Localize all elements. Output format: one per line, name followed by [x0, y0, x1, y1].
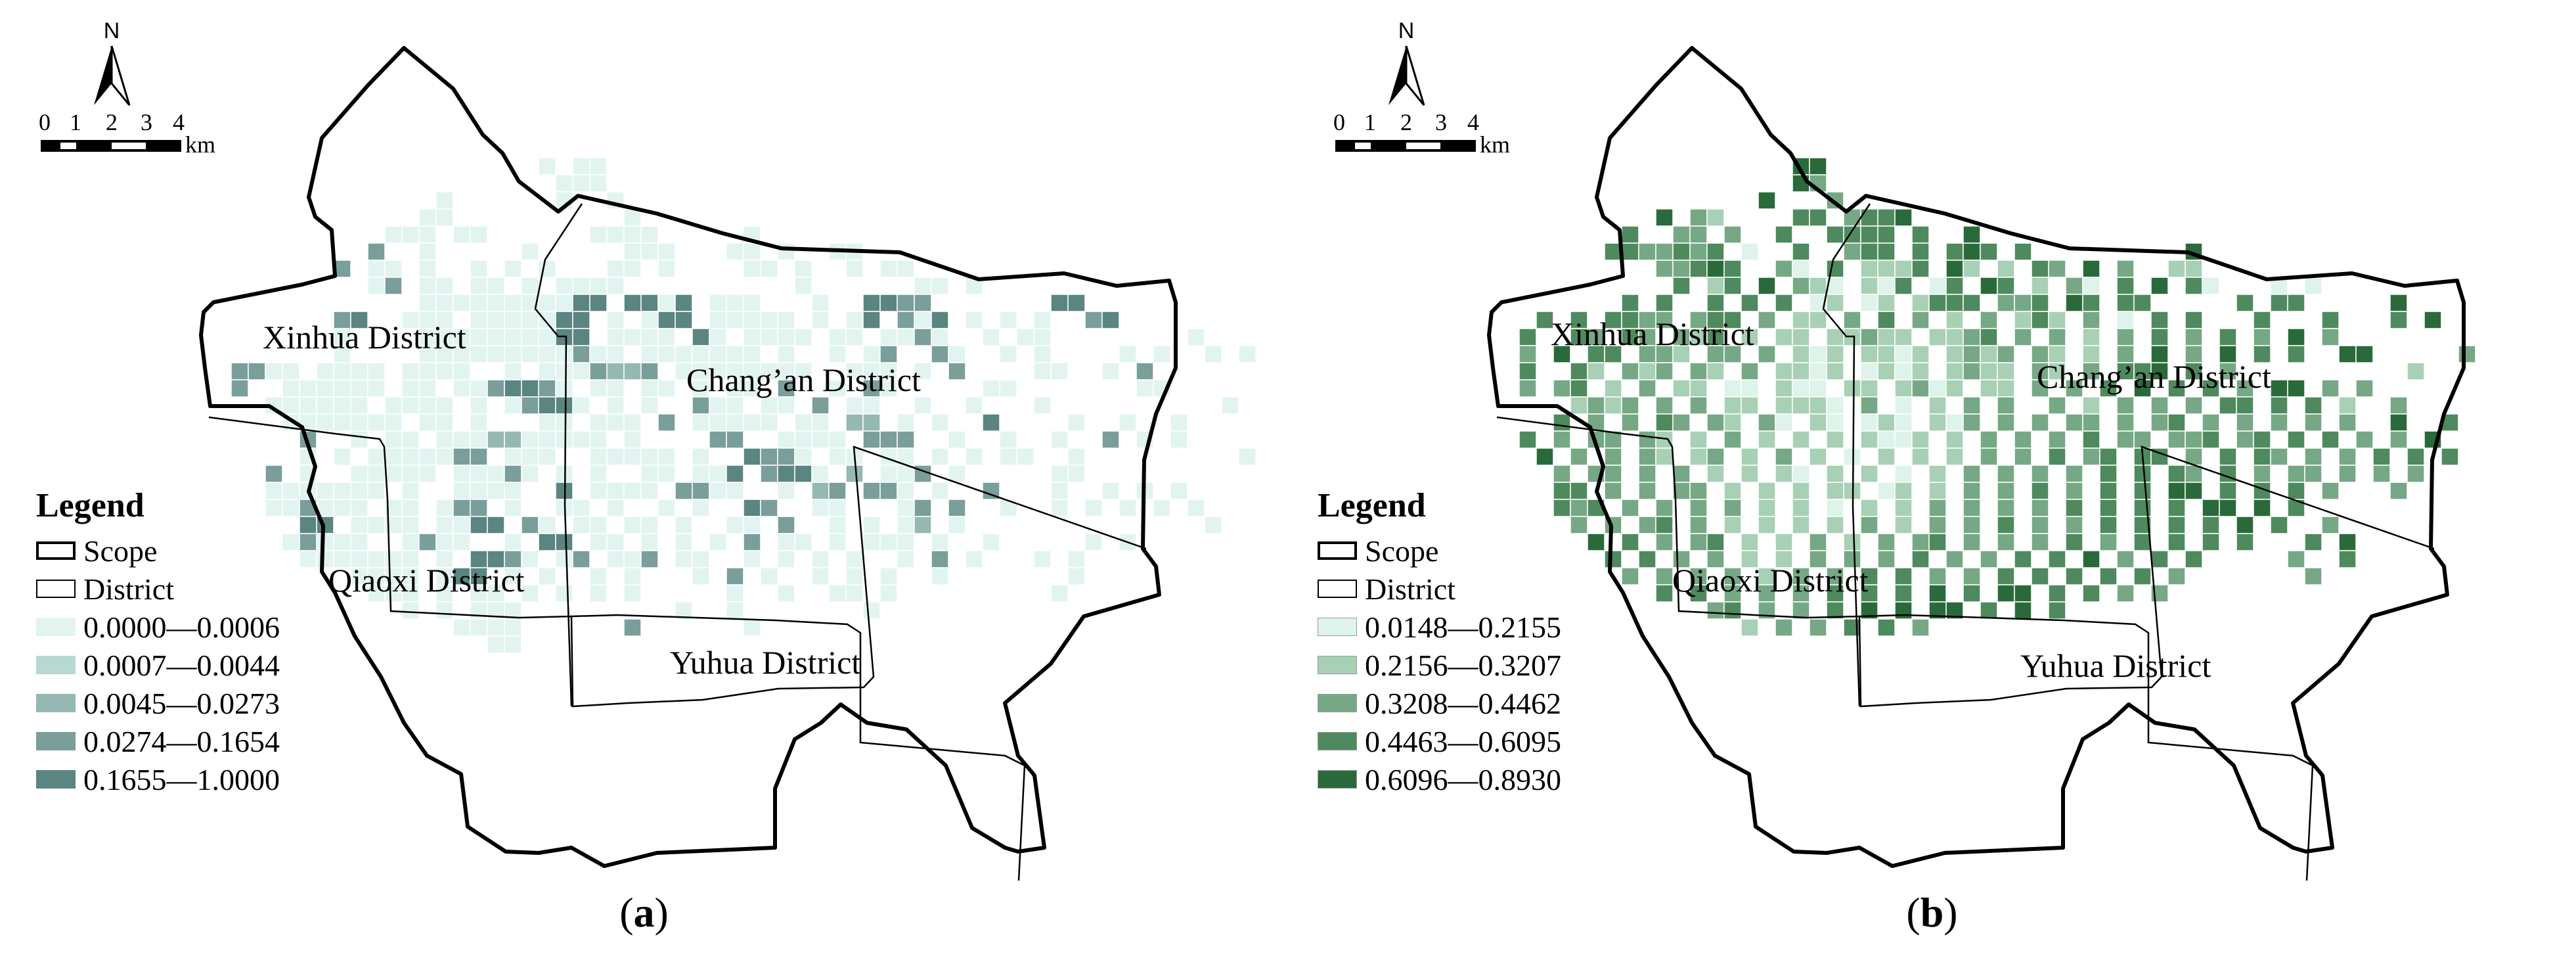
- svg-text:3: 3: [141, 109, 152, 135]
- scale-bar: 0 1 2 3 4 km: [1333, 109, 1510, 158]
- svg-text:1: 1: [1364, 109, 1376, 135]
- panel-b: Xinhua District Chang’an District Qiaoxi…: [1288, 0, 2576, 962]
- district-label-qiaoxi: Qiaoxi District: [328, 562, 525, 599]
- svg-text:N: N: [1398, 18, 1415, 43]
- class-swatch: [1318, 770, 1357, 789]
- svg-text:km: km: [185, 131, 215, 158]
- legend-item-scope: Scope: [1318, 532, 1561, 570]
- district-label-xinhua: Xinhua District: [263, 319, 466, 355]
- legend-title: Legend: [1318, 487, 1426, 524]
- legend-class-4: 0.4463—0.6095: [1318, 722, 1561, 760]
- legend-class-2: 0.0007—0.0044: [36, 646, 280, 684]
- legend-class-1: 0.0148—0.2155: [1318, 608, 1561, 646]
- district-label-qiaoxi: Qiaoxi District: [1672, 562, 1869, 599]
- district-boundaries: [1496, 203, 2435, 881]
- scope-boundary: [199, 46, 1178, 868]
- grid-cells: [1519, 157, 2476, 637]
- svg-text:0: 0: [1333, 109, 1345, 135]
- legend-class-3: 0.0045—0.0273: [36, 684, 280, 722]
- class-swatch: [36, 770, 76, 789]
- district-swatch: [36, 580, 76, 598]
- map-a: Xinhua District Chang’an District Qiaoxi…: [39, 18, 1256, 881]
- legend-item-district: District: [1318, 570, 1561, 608]
- caption-b: (b): [1906, 889, 1958, 936]
- district-label-changan: Chang’an District: [2037, 358, 2271, 395]
- svg-text:2: 2: [106, 109, 118, 135]
- svg-text:km: km: [1480, 131, 1510, 158]
- scale-bar: 0 1 2 3 4 km: [39, 109, 215, 158]
- district-swatch: [1318, 580, 1357, 598]
- class-swatch: [1318, 618, 1357, 636]
- north-arrow-icon: N: [1388, 18, 1425, 106]
- legend-class-5: 0.1655—1.0000: [36, 760, 280, 798]
- caption-a: (a): [619, 889, 669, 936]
- legend-item-district: District: [36, 570, 280, 608]
- scope-boundary: [1487, 46, 2466, 868]
- legend-class-1: 0.0000—0.0006: [36, 608, 280, 646]
- legend-class-5: 0.6096—0.8930: [1318, 760, 1561, 798]
- district-label-xinhua: Xinhua District: [1551, 315, 1754, 352]
- map-b: Xinhua District Chang’an District Qiaoxi…: [1333, 18, 2476, 881]
- class-swatch: [36, 694, 76, 712]
- legend-item-scope: Scope: [36, 532, 280, 570]
- svg-text:0: 0: [39, 109, 51, 135]
- svg-text:4: 4: [173, 109, 185, 135]
- class-swatch: [1318, 656, 1357, 674]
- district-boundaries: [208, 203, 1147, 881]
- svg-text:1: 1: [70, 109, 81, 135]
- legend-a: Legend Scope District 0.0000—0.0006 0.00…: [36, 486, 280, 798]
- svg-text:N: N: [104, 18, 120, 43]
- grid-cells: [231, 157, 1256, 654]
- svg-text:4: 4: [1467, 109, 1479, 135]
- legend-class-4: 0.0274—0.1654: [36, 722, 280, 760]
- legend-class-3: 0.3208—0.4462: [1318, 684, 1561, 722]
- svg-text:3: 3: [1435, 109, 1447, 135]
- district-label-changan: Chang’an District: [686, 361, 921, 398]
- panel-a: Xinhua District Chang’an District Qiaoxi…: [36, 18, 1256, 936]
- scope-swatch: [1318, 541, 1357, 560]
- class-swatch: [1318, 694, 1357, 712]
- svg-text:2: 2: [1400, 109, 1412, 135]
- scope-swatch: [36, 541, 76, 560]
- district-label-yuhua: Yuhua District: [2020, 647, 2211, 684]
- class-swatch: [36, 732, 76, 750]
- legend-b: Legend Scope District 0.0148—0.2155 0.21…: [1318, 486, 1561, 798]
- class-swatch: [36, 656, 76, 674]
- district-label-yuhua: Yuhua District: [670, 644, 860, 681]
- class-swatch: [36, 618, 76, 636]
- north-arrow-icon: N: [94, 18, 131, 106]
- legend-class-2: 0.2156—0.3207: [1318, 646, 1561, 684]
- class-swatch: [1318, 732, 1357, 750]
- legend-title: Legend: [36, 487, 144, 524]
